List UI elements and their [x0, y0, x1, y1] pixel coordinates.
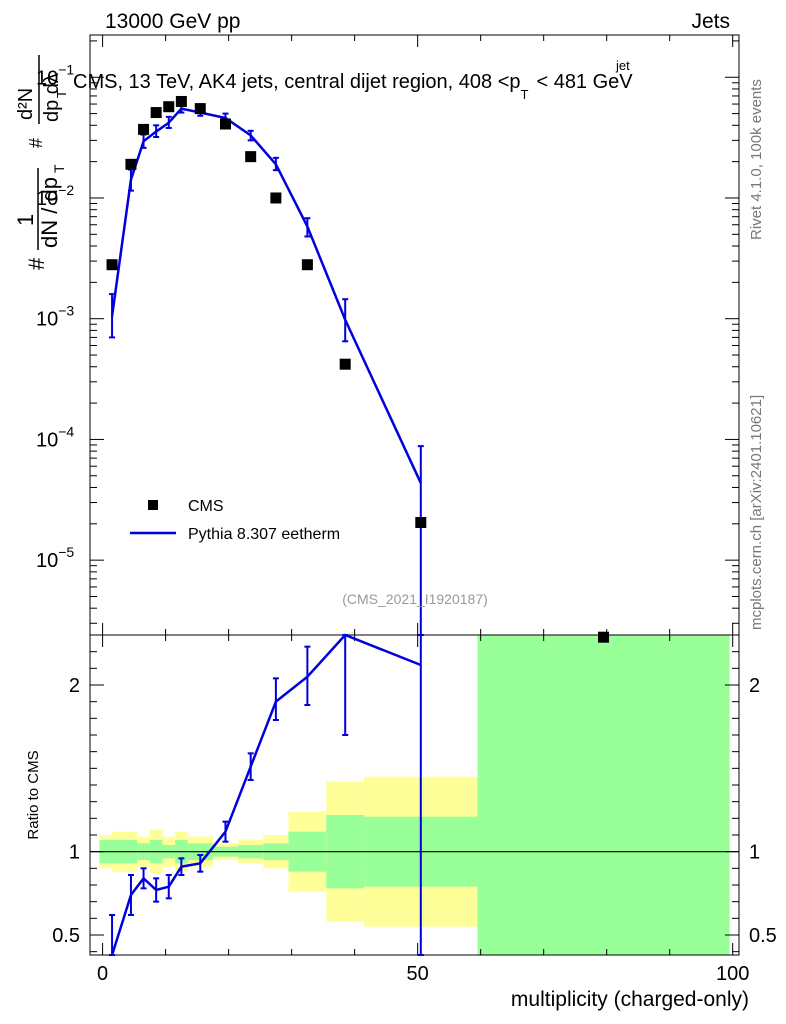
ylabel-small-hash: # [26, 138, 46, 148]
y-tick-label-ratio-right: 0.5 [749, 925, 777, 947]
y-tick-label-ratio: 1 [69, 842, 80, 864]
y-tick-label-ratio: 2 [69, 675, 80, 697]
ratio-series [109, 633, 424, 956]
x-tick-label: 50 [407, 963, 429, 985]
plot-title-sub: T [521, 87, 529, 102]
legend-cms-marker [148, 500, 158, 510]
ylabel-den-sub: T [54, 90, 69, 98]
ylabel-num: d²N [15, 88, 37, 120]
y-tick-label-ratio-right: 1 [749, 842, 760, 864]
plot-title-main: CMS, 13 TeV, AK4 jets, central dijet reg… [73, 71, 521, 93]
plot-title-sup: jet [615, 58, 630, 73]
cms-data-point [219, 118, 231, 130]
cms-data-point [415, 517, 427, 529]
legend-cms-label: CMS [188, 498, 224, 515]
ylabel-den: dp dλ [41, 73, 63, 122]
top-frame [89, 34, 740, 636]
y-tick-label-top: 10−4 [36, 423, 74, 451]
cms-data-point [150, 107, 162, 119]
y-axis-label-top: # 1 dN / dp T # d²N dp dλ T [13, 55, 69, 270]
ratio-axes: 0 50 100 2 2 1 1 0.5 0.5 [52, 634, 777, 985]
cms-data-point [245, 151, 257, 163]
ylabel-mid: dN / dp [37, 177, 62, 248]
top-series [106, 95, 610, 643]
cms-data-point [175, 95, 187, 107]
cms-data-point [106, 259, 118, 271]
ratio-bands [99, 635, 730, 955]
rivet-side-label: Rivet 4.1.0, 100k events [748, 79, 765, 240]
plot-title-end: < 481 GeV [536, 71, 633, 93]
ylabel-lead: 1 [13, 214, 38, 226]
y-tick-label-top: 10−5 [36, 544, 74, 572]
x-axis-label: multiplicity (charged-only) [511, 988, 749, 1011]
cms-data-point [598, 631, 610, 643]
cms-data-point [125, 158, 137, 170]
legend-pythia-label: Pythia 8.307 eetherm [188, 526, 340, 543]
plot-title: CMS, 13 TeV, AK4 jets, central dijet reg… [73, 71, 633, 102]
y-axis-label-ratio: Ratio to CMS [25, 750, 42, 839]
header-right-text: Jets [691, 10, 730, 33]
mcplots-side-label: mcplots.cern.ch [arXiv:2401.10621] [748, 395, 765, 630]
cms-data-point [301, 259, 313, 271]
cms-data-point [194, 103, 206, 115]
cms-data-point [138, 123, 150, 135]
cms-data-point [270, 192, 282, 204]
x-tick-label: 0 [97, 963, 108, 985]
y-tick-label-ratio-right: 2 [749, 675, 760, 697]
ratio-band-inner [477, 635, 730, 955]
ratio-frame [89, 634, 740, 956]
analysis-id: (CMS_2021_I1920187) [342, 591, 488, 607]
ylabel-sub: T [51, 164, 67, 173]
pythia-line [110, 107, 422, 484]
x-tick-label: 100 [716, 963, 749, 985]
legend: CMS Pythia 8.307 eetherm [130, 498, 340, 543]
cms-data-point [163, 101, 175, 113]
ylabel-hash: # [24, 257, 49, 270]
y-tick-label-top: 10−3 [36, 303, 74, 331]
cms-data-point [339, 358, 351, 370]
y-tick-label-ratio: 0.5 [52, 925, 80, 947]
header-left-text: 13000 GeV pp [105, 10, 240, 33]
